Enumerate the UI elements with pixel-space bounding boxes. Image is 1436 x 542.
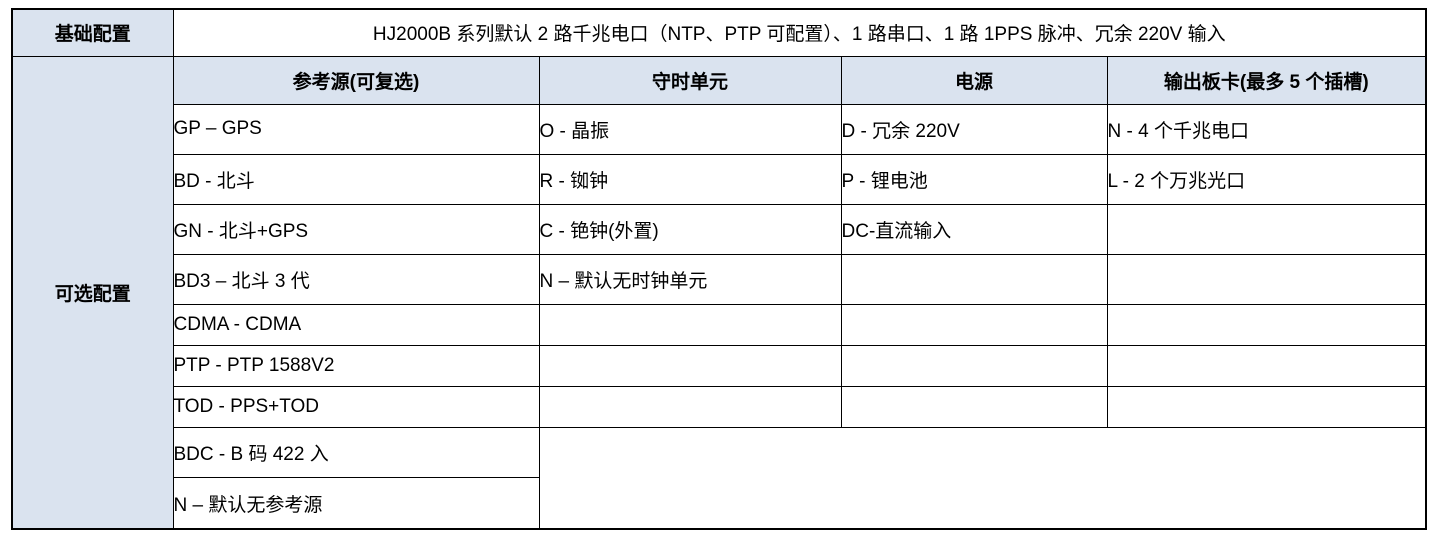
- table-cell: [1106, 386, 1427, 429]
- table-row: CDMA - CDMA: [12, 303, 1427, 347]
- table-row: BD3 – 北斗 3 代 N – 默认无时钟单元: [12, 253, 1427, 305]
- table-cell: N – 默认无时钟单元: [538, 253, 842, 305]
- table-cell: [840, 386, 1108, 429]
- configuration-table: 基础配置 HJ2000B 系列默认 2 路千兆电口（NTP、PTP 可配置）、1…: [11, 8, 1428, 530]
- table-cell: GN - 北斗+GPS: [172, 203, 540, 255]
- table-cell: [538, 345, 842, 388]
- table-cell: [840, 345, 1108, 388]
- table-cell: [538, 303, 842, 347]
- table-cell: DC-直流输入: [840, 203, 1108, 255]
- table-cell: C - 铯钟(外置): [538, 203, 842, 255]
- table-cell: BD - 北斗: [172, 153, 540, 205]
- table-row: GN - 北斗+GPS C - 铯钟(外置) DC-直流输入: [12, 203, 1427, 255]
- table-cell: N - 4 个千兆电口: [1106, 103, 1427, 155]
- table-cell: [840, 303, 1108, 347]
- table-cell: PTP - PTP 1588V2: [172, 345, 540, 388]
- table-cell: [1106, 303, 1427, 347]
- table-cell: BDC - B 码 422 入: [172, 427, 540, 479]
- table-cell: TOD - PPS+TOD: [172, 386, 540, 429]
- table-cell: [1106, 253, 1427, 305]
- table-cell: GP – GPS: [172, 103, 540, 155]
- table-row: GP – GPS O - 晶振 D - 冗余 220V N - 4 个千兆电口: [12, 103, 1427, 155]
- table-cell: N – 默认无参考源: [172, 477, 540, 530]
- table-cell: P - 锂电池: [840, 153, 1108, 205]
- column-header-reference-source: 参考源(可复选): [172, 55, 540, 105]
- table-cell: L - 2 个万兆光口: [1106, 153, 1427, 205]
- table-cell: BD3 – 北斗 3 代: [172, 253, 540, 305]
- column-header-power: 电源: [840, 55, 1108, 105]
- table-row: BD - 北斗 R - 铷钟 P - 锂电池 L - 2 个万兆光口: [12, 153, 1427, 205]
- base-config-content: HJ2000B 系列默认 2 路千兆电口（NTP、PTP 可配置）、1 路串口、…: [172, 8, 1427, 57]
- table-cell: D - 冗余 220V: [840, 103, 1108, 155]
- table-row: BDC - B 码 422 入: [12, 427, 1427, 530]
- table-row: PTP - PTP 1588V2: [12, 345, 1427, 388]
- table-cell: [1106, 345, 1427, 388]
- merged-empty-cell: [538, 427, 1427, 530]
- table-cell: O - 晶振: [538, 103, 842, 155]
- row-label-base-config: 基础配置: [11, 8, 174, 57]
- row-label-optional-config: 可选配置: [11, 55, 174, 530]
- table-cell: [1106, 203, 1427, 255]
- table-cell: CDMA - CDMA: [172, 303, 540, 347]
- table-row: N – 默认无参考源: [12, 477, 1426, 530]
- column-header-output-cards: 输出板卡(最多 5 个插槽): [1106, 55, 1427, 105]
- table-cell: [538, 386, 842, 429]
- table-cell: [840, 253, 1108, 305]
- table-cell: R - 铷钟: [538, 153, 842, 205]
- table-row: TOD - PPS+TOD: [12, 386, 1427, 429]
- column-header-timekeeping-unit: 守时单元: [538, 55, 842, 105]
